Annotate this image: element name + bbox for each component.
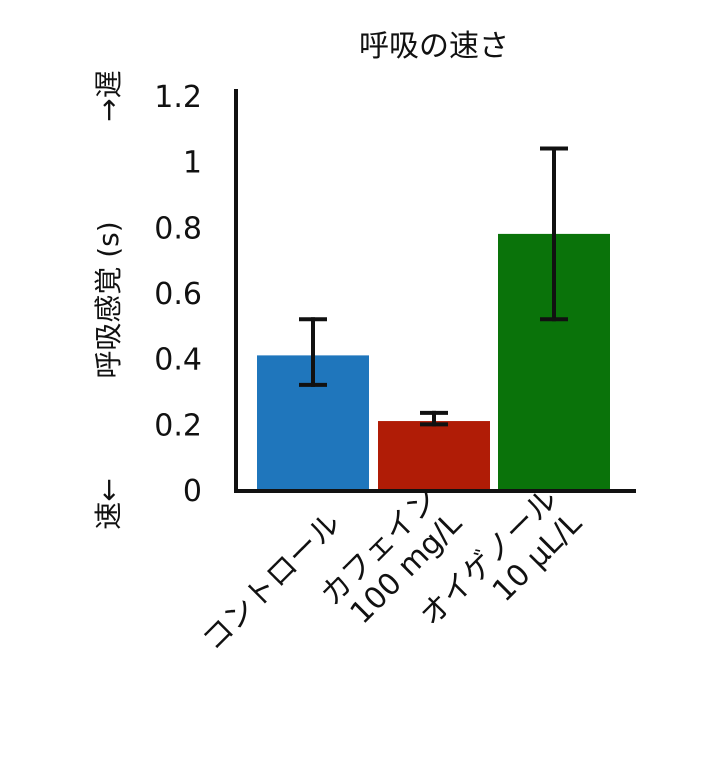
error-bar: [420, 410, 448, 427]
fast-annotation-group: 速←: [92, 478, 125, 529]
error-bars: [299, 146, 568, 427]
bars: [257, 233, 610, 490]
chart-title: 呼吸の速さ: [359, 29, 509, 64]
y-tick-label: 1: [183, 146, 202, 181]
fast-annotation: 速←: [92, 478, 125, 529]
y-tick-label: 0.8: [154, 211, 202, 246]
error-bar: [540, 146, 568, 322]
y-tick-label: 1.2: [154, 80, 202, 115]
bar: [378, 421, 490, 490]
y-tick-label: 0.2: [154, 408, 202, 443]
slow-annotation: →遅: [92, 70, 125, 121]
y-axis-ticks: 0 0.2 0.4 0.6 0.8 1 1.2: [154, 80, 202, 509]
y-tick-label: 0.4: [154, 343, 202, 378]
slow-annotation-group: →遅: [92, 70, 125, 121]
y-tick-label: 0.6: [154, 277, 202, 312]
y-axis-label-group: 呼吸感覚 (s): [92, 221, 125, 378]
y-axis-label: 呼吸感覚 (s): [92, 221, 125, 378]
error-bar: [299, 317, 327, 387]
y-tick-label: 0: [183, 474, 202, 509]
